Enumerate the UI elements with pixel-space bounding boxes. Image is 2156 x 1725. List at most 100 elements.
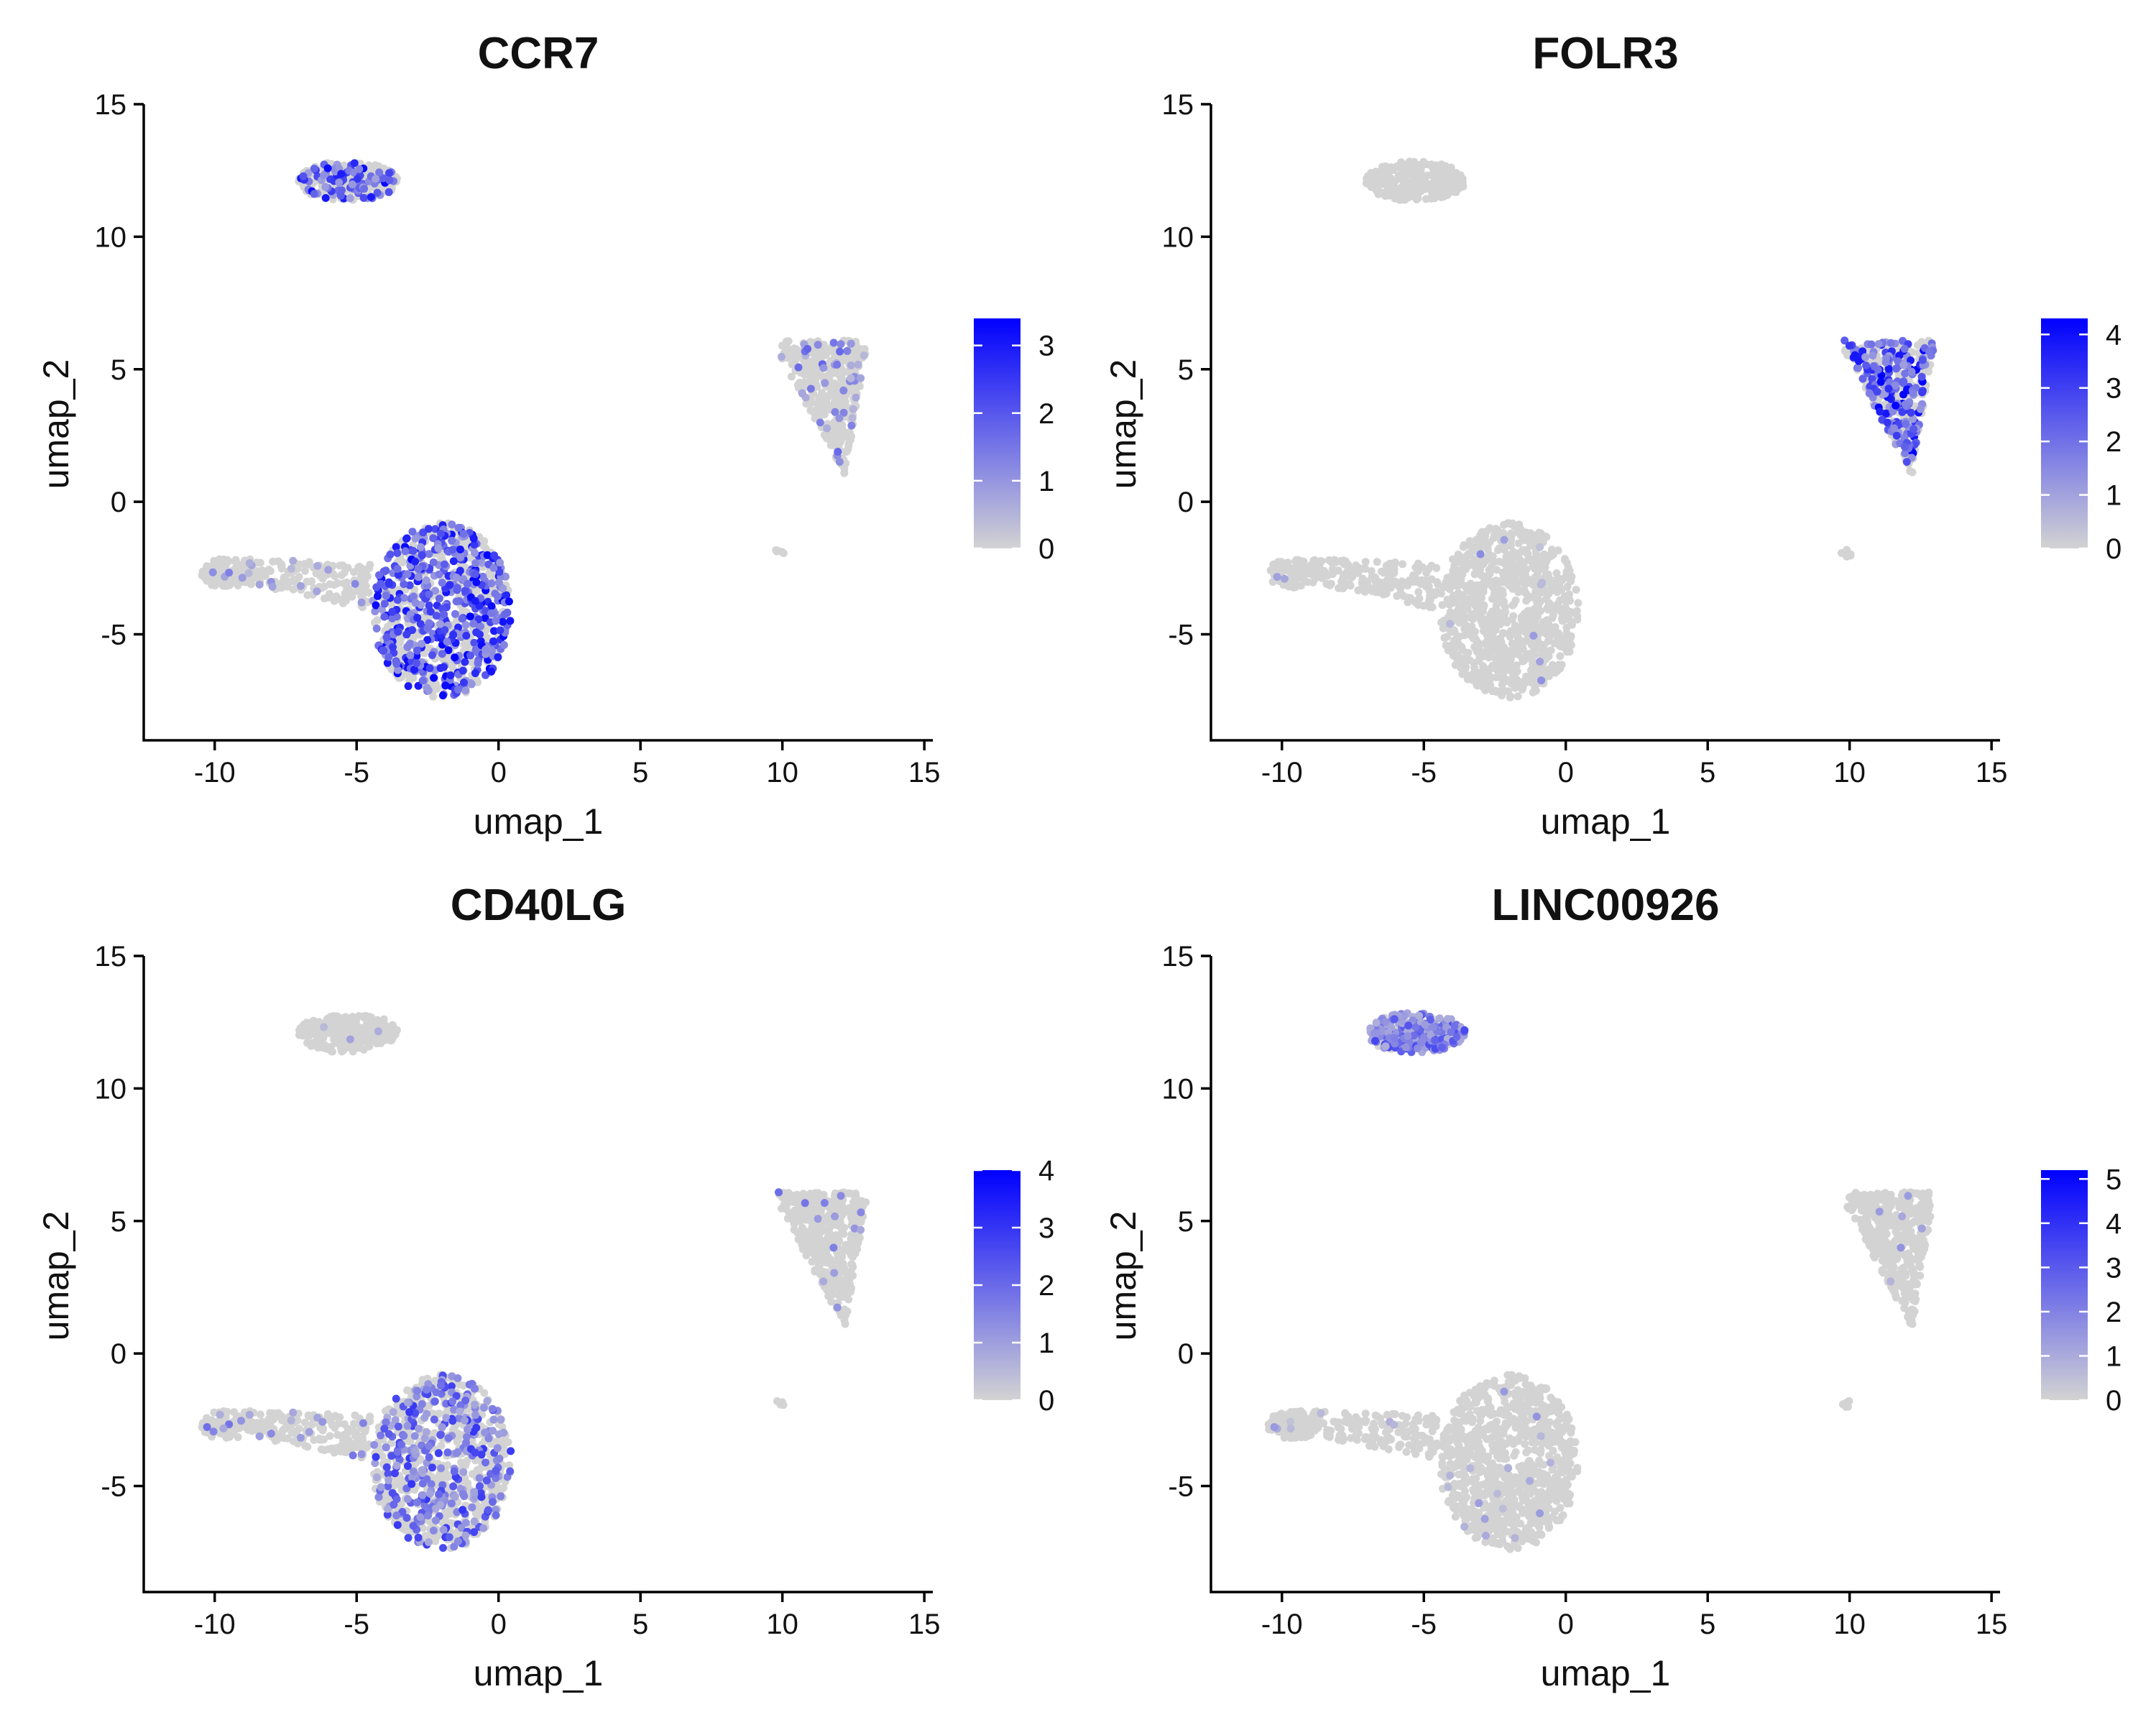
cell-point bbox=[393, 565, 402, 573]
cell-point bbox=[1525, 556, 1534, 565]
cell-point bbox=[1423, 171, 1432, 180]
cell-point bbox=[366, 1412, 374, 1421]
cell-point bbox=[432, 612, 441, 620]
cell-point bbox=[483, 551, 492, 559]
cell-point bbox=[344, 564, 352, 572]
cell-point bbox=[1537, 580, 1545, 589]
cell-point bbox=[349, 1047, 357, 1056]
cell-point bbox=[430, 673, 438, 682]
cell-point bbox=[1462, 629, 1471, 638]
cell-point bbox=[836, 420, 844, 428]
cell-point bbox=[379, 174, 387, 183]
cell-point bbox=[425, 590, 433, 599]
cell-point bbox=[1455, 653, 1463, 661]
cell-point bbox=[1908, 415, 1917, 423]
cell-point bbox=[1307, 569, 1314, 578]
cell-point bbox=[382, 566, 390, 575]
cell-point bbox=[1424, 598, 1433, 607]
cell-point bbox=[1556, 575, 1565, 584]
cell-point bbox=[1902, 458, 1911, 466]
cell-point bbox=[1434, 580, 1442, 589]
cell-point bbox=[387, 1036, 395, 1045]
cell-point bbox=[461, 1474, 469, 1483]
x-tick-label: 0 bbox=[491, 757, 507, 788]
cell-point bbox=[333, 1430, 342, 1439]
cell-point bbox=[1881, 358, 1890, 367]
cell-point bbox=[1883, 418, 1892, 427]
cell-point bbox=[208, 568, 217, 576]
cell-point bbox=[814, 341, 822, 349]
cell-point bbox=[1858, 347, 1867, 356]
cell-point bbox=[466, 612, 474, 621]
x-axis-label: umap_1 bbox=[1541, 801, 1671, 842]
cell-point bbox=[1452, 568, 1461, 576]
cell-point bbox=[449, 557, 458, 566]
cell-point bbox=[1491, 525, 1500, 533]
color-legend-bar bbox=[2041, 318, 2088, 548]
x-tick-label: 10 bbox=[766, 757, 798, 788]
cell-point bbox=[456, 553, 465, 562]
cell-point bbox=[1535, 536, 1544, 545]
cell-point bbox=[375, 571, 383, 579]
cell-point bbox=[277, 561, 286, 570]
cell-point bbox=[248, 1427, 257, 1435]
cell-point bbox=[449, 1425, 457, 1434]
cell-point bbox=[821, 379, 829, 387]
cell-point bbox=[481, 614, 489, 622]
cell-point bbox=[402, 630, 411, 639]
cell-point bbox=[287, 564, 295, 573]
cell-point bbox=[394, 666, 402, 674]
cell-point bbox=[489, 637, 497, 645]
cell-point bbox=[276, 581, 285, 589]
cell-point bbox=[1556, 652, 1565, 661]
cell-point bbox=[446, 659, 455, 668]
cell-point bbox=[400, 670, 409, 678]
cell-point bbox=[317, 1043, 326, 1052]
cell-point bbox=[337, 170, 346, 178]
cell-point bbox=[1869, 362, 1878, 370]
cell-point bbox=[1485, 551, 1493, 560]
cell-point bbox=[1399, 560, 1406, 569]
cell-point bbox=[1485, 613, 1494, 622]
cell-point bbox=[410, 666, 418, 674]
cell-point bbox=[831, 380, 839, 388]
cell-point bbox=[1325, 581, 1334, 589]
cell-point bbox=[1449, 180, 1457, 188]
cell-point bbox=[1559, 617, 1567, 625]
cell-point bbox=[1442, 641, 1450, 650]
cell-point bbox=[373, 1016, 382, 1024]
cell-point bbox=[1473, 592, 1482, 600]
cell-point bbox=[406, 651, 415, 660]
cell-point bbox=[299, 172, 308, 180]
cell-point bbox=[1551, 623, 1560, 631]
cell-point bbox=[403, 570, 412, 579]
cell-point bbox=[1539, 666, 1547, 674]
cell-point bbox=[1445, 585, 1454, 594]
cell-point bbox=[835, 458, 844, 466]
cell-point bbox=[408, 626, 417, 635]
cell-point bbox=[395, 1481, 404, 1489]
cell-point bbox=[1565, 590, 1573, 599]
cell-point bbox=[413, 659, 421, 668]
cell-point bbox=[358, 1034, 367, 1043]
cell-point bbox=[1564, 564, 1572, 572]
cell-point bbox=[1457, 615, 1465, 623]
cell-point bbox=[1438, 601, 1447, 610]
cell-point bbox=[1531, 574, 1539, 582]
cell-point bbox=[411, 534, 420, 543]
legend-tick-label: 3 bbox=[2106, 373, 2122, 405]
cell-point bbox=[1445, 600, 1454, 609]
cell-point bbox=[836, 347, 844, 356]
cell-point bbox=[409, 633, 418, 642]
cell-point bbox=[469, 620, 478, 628]
x-tick-label: 10 bbox=[1833, 757, 1866, 788]
cell-point bbox=[440, 610, 448, 619]
cell-point bbox=[1368, 178, 1376, 187]
cell-point bbox=[1458, 670, 1467, 678]
cell-point bbox=[418, 640, 425, 648]
cell-point bbox=[1491, 635, 1499, 644]
cell-point bbox=[500, 1450, 509, 1458]
cell-point bbox=[470, 638, 479, 647]
